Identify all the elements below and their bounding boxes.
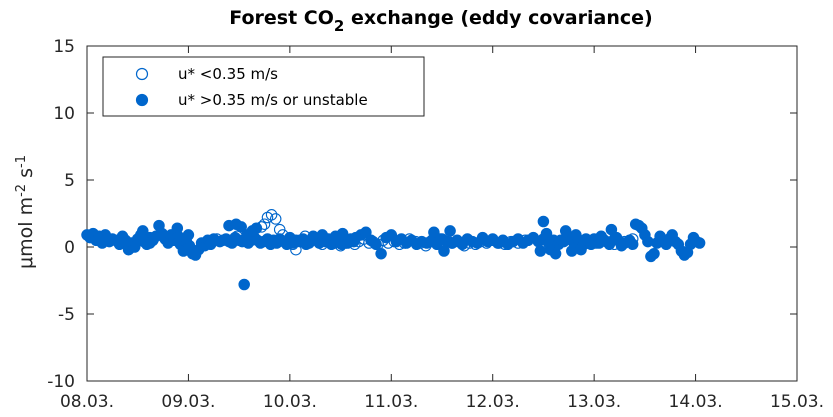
data-point-filled xyxy=(575,243,587,256)
legend-label-filled: u* >0.35 m/s or unstable xyxy=(178,91,368,109)
data-point-filled xyxy=(610,231,623,244)
y-tick-label: 15 xyxy=(53,37,75,57)
data-point-filled xyxy=(648,247,660,260)
data-point-filled xyxy=(438,245,450,257)
data-point-filled xyxy=(615,239,628,252)
data-point-filled xyxy=(172,230,185,243)
data-point-filled xyxy=(693,237,706,249)
data-point-filled xyxy=(144,237,156,249)
x-tick-label: 15.03. xyxy=(770,392,824,412)
legend: u* <0.35 m/s u* >0.35 m/s or unstable xyxy=(102,56,425,117)
data-point-filled xyxy=(235,221,247,233)
data-point-filled xyxy=(182,229,195,241)
data-point-filled xyxy=(585,238,597,251)
data-point-filled xyxy=(336,227,349,240)
y-tick-label: 0 xyxy=(64,238,75,258)
data-point-filled xyxy=(93,233,105,245)
legend-label-open: u* <0.35 m/s xyxy=(178,65,278,83)
axes-layer: 08.03. 09.03. 10.03. 11.03. 12.03. 13.03. 14.0… xyxy=(47,37,824,412)
y-axis-label-mid: s xyxy=(15,168,37,184)
y-tick-label: -10 xyxy=(47,372,75,392)
y-tick-label: 5 xyxy=(64,171,75,191)
data-point-filled xyxy=(360,226,372,239)
legend-marker-open xyxy=(135,67,149,81)
x-tick-label: 13.03. xyxy=(567,392,621,412)
data-point-filled xyxy=(137,225,149,237)
chart-title-main: Forest CO xyxy=(229,7,334,29)
x-tick-label: 10.03. xyxy=(263,392,317,412)
x-tick-label: 11.03. xyxy=(364,392,418,412)
y-axis-label-exp2: -1 xyxy=(14,155,29,168)
data-point-filled xyxy=(559,225,572,237)
data-point-filled xyxy=(238,278,250,291)
legend-box xyxy=(102,56,425,117)
data-point-filled xyxy=(434,233,446,245)
chart-title-subscript: 2 xyxy=(334,17,344,35)
y-tick-label: 10 xyxy=(53,104,75,124)
data-point-filled xyxy=(375,247,387,260)
data-point-filled xyxy=(540,227,553,240)
data-point-filled xyxy=(626,238,639,251)
chart-title-rest: exchange (eddy covariance) xyxy=(344,7,652,29)
marks-layer xyxy=(81,209,706,291)
data-point-filled xyxy=(370,238,382,251)
legend-marker-filled xyxy=(135,93,149,107)
data-point-filled xyxy=(549,247,562,260)
x-tick-label: 08.03. xyxy=(60,392,114,412)
data-point-filled xyxy=(444,225,456,237)
data-point-filled xyxy=(554,234,567,247)
data-point-filled xyxy=(534,245,547,257)
data-point-open xyxy=(265,209,278,221)
data-point-filled xyxy=(537,215,550,228)
y-tick-label: -5 xyxy=(58,305,75,325)
y-axis-label: μmol m-2 s-1 xyxy=(14,155,37,269)
data-point-filled xyxy=(250,222,263,234)
data-point-filled xyxy=(600,235,613,248)
y-axis-label-exp1: -2 xyxy=(14,184,29,197)
chart-title: Forest CO2 exchange (eddy covariance) xyxy=(229,7,652,35)
data-point-filled xyxy=(570,229,582,241)
x-tick-label: 09.03. xyxy=(161,392,215,412)
data-point-open xyxy=(269,213,282,225)
data-point-filled xyxy=(605,223,618,236)
plot-frame xyxy=(86,45,798,382)
y-axis-label-prefix: μmol m xyxy=(15,197,37,269)
x-tick-label: 14.03. xyxy=(669,392,723,412)
x-tick-label: 12.03. xyxy=(466,392,520,412)
